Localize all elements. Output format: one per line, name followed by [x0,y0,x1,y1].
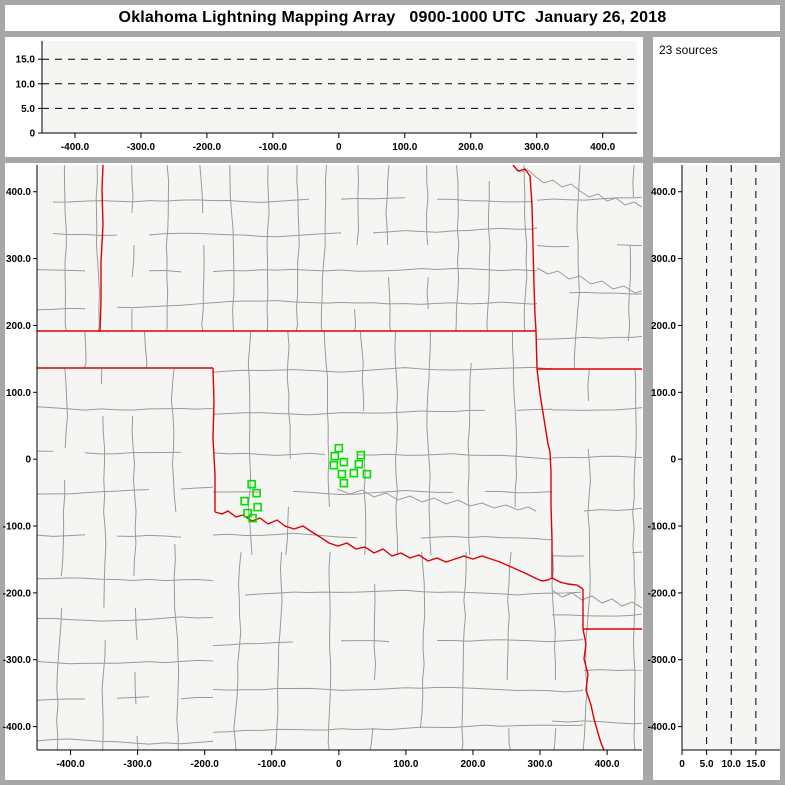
lightning-source-marker[interactable] [329,460,339,470]
tick-label: 400.0 [590,142,615,153]
ew-altitude-plot: 0 5.0 10.0 15.0 -400.0 -300.0 -200.0 -100.0 0 100… [16,41,637,153]
lightning-source-marker[interactable] [240,496,249,506]
title-bar: Oklahoma Lightning Mapping Array 0900-10… [5,5,780,31]
tick-label: -400.0 [56,759,85,770]
tick-label: 15.0 [746,759,766,770]
ew-altitude-plot-area[interactable] [42,41,637,133]
tick-label: -300.0 [123,759,152,770]
tick-label: 200.0 [651,321,676,332]
tick-label: 300.0 [524,142,549,153]
lightning-source-marker[interactable] [247,479,256,489]
tick-label: 0 [336,759,342,770]
tick-label: 0 [29,129,35,140]
lightning-source-marker[interactable] [356,450,366,460]
tick-label: 0 [670,455,676,466]
state-border [99,165,104,332]
tick-label: 300.0 [651,254,676,265]
tick-label: 100.0 [393,759,418,770]
tick-label: -300.0 [127,142,156,153]
tick-label: 10.0 [722,759,742,770]
tick-label: -400.0 [3,722,32,733]
river-county-line [536,267,642,294]
tick-label: -200.0 [648,588,677,599]
lightning-source-marker[interactable] [330,451,340,461]
lightning-source-marker[interactable] [243,508,252,518]
lightning-source-marker[interactable] [339,457,349,467]
state-border [535,330,553,578]
lightning-source-marker[interactable] [252,488,261,498]
tick-label: 300.0 [528,759,553,770]
tick-label: 100.0 [6,388,31,399]
tick-label: 300.0 [6,254,31,265]
tick-label: -100.0 [259,142,288,153]
tick-label: -100.0 [258,759,287,770]
state-border [582,628,605,750]
state-border [214,510,543,582]
tick-label: 15.0 [16,55,36,66]
lightning-source-marker[interactable] [253,502,262,512]
tick-label: 0 [336,142,342,153]
panel-source-count: 23 sources [653,37,780,157]
county-boundaries [37,165,642,750]
tick-label: -400.0 [61,142,90,153]
lightning-source-marker[interactable] [349,468,359,478]
tick-label: 10.0 [16,79,36,90]
lightning-source-marker[interactable] [339,478,349,488]
tick-label: 400.0 [595,759,620,770]
lightning-source-marker[interactable] [334,443,344,453]
tick-label: -200.0 [3,588,32,599]
tick-label: -200.0 [193,142,222,153]
tick-label: 0 [25,455,31,466]
plan-view-map: 400.0 300.0 200.0 100.0 0 -100.0 -200.0 -300.0 -… [3,165,642,770]
plan-view-plot-area[interactable] [37,165,642,750]
state-border [212,367,216,512]
river-county-line [512,165,642,208]
source-count-label: 23 sources [659,43,718,57]
tick-label: 100.0 [651,388,676,399]
tick-label: 0 [679,759,685,770]
tick-label: -400.0 [648,722,677,733]
lightning-source-marker[interactable] [354,459,364,469]
tick-label: 5.0 [700,759,714,770]
tick-label: 200.0 [6,321,31,332]
state-border [541,577,584,590]
lightning-sources [240,443,372,523]
tick-label: 200.0 [458,142,483,153]
tick-label: 400.0 [6,187,31,198]
river-county-line [551,589,642,609]
tick-label: -300.0 [648,655,677,666]
tick-label: 100.0 [392,142,417,153]
tick-label: 200.0 [460,759,485,770]
window-title: Oklahoma Lightning Mapping Array 0900-10… [118,9,667,26]
tick-label: -100.0 [3,522,32,533]
tick-label: -300.0 [3,655,32,666]
river-county-line [336,488,537,512]
tick-label: -200.0 [191,759,220,770]
tick-label: 5.0 [21,104,35,115]
state-borders [37,165,642,750]
lightning-source-marker[interactable] [248,513,257,523]
lightning-source-marker[interactable] [362,469,372,479]
state-border [512,165,537,332]
tick-label: -100.0 [648,522,677,533]
ns-altitude-plot: 400.0 300.0 200.0 100.0 0 -100.0 -200.0 -300.0 -… [648,165,780,770]
tick-label: 400.0 [651,187,676,198]
lightning-source-marker[interactable] [337,469,347,479]
